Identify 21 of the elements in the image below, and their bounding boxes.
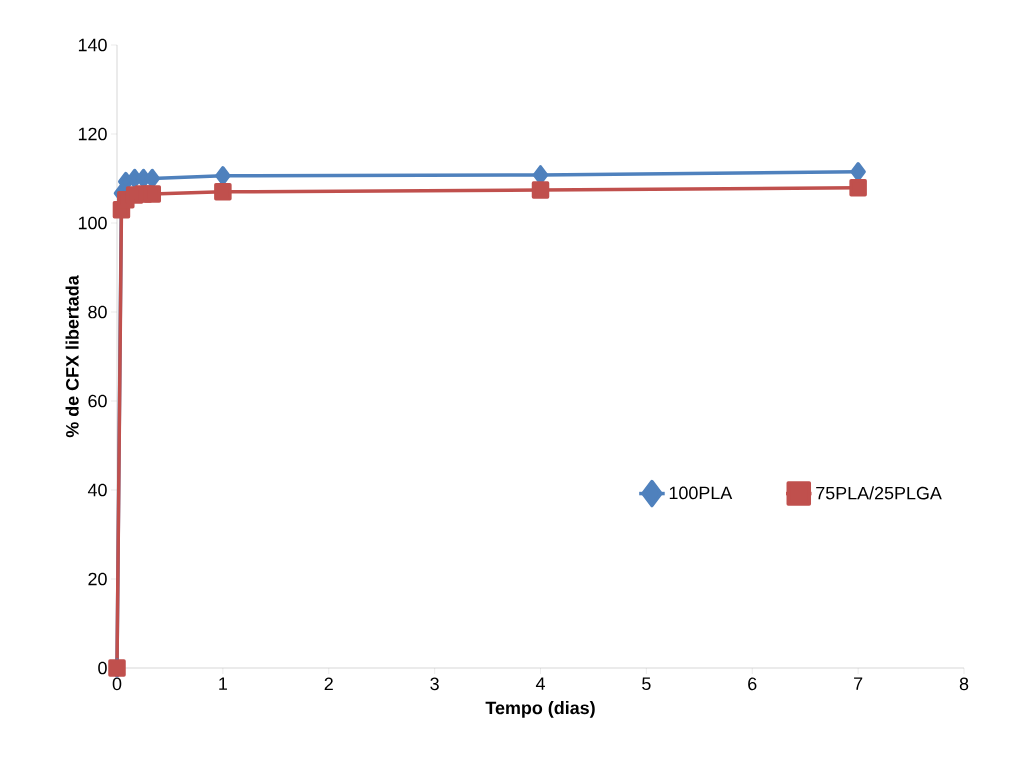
x-tick-label: 2: [324, 677, 333, 691]
x-tick-label: 0: [112, 677, 122, 691]
y-tick-label: 20: [88, 572, 107, 586]
x-tick-label: 4: [535, 677, 545, 690]
x-tick-label: 5: [642, 677, 651, 691]
y-tick-label: 120: [78, 127, 107, 141]
legend-label: 100PLA: [669, 486, 733, 500]
y-axis-title: % de CFX libertada: [65, 275, 79, 438]
x-tick-label: 3: [430, 677, 439, 691]
y-tick-label: 40: [87, 483, 107, 497]
x-tick-label: 1: [219, 677, 227, 690]
legend-label: 75PLA/25PLGA: [816, 486, 942, 500]
x-tick-label: 7: [854, 677, 863, 690]
y-tick-label: 0: [98, 661, 107, 675]
x-tick-label: 6: [748, 677, 757, 691]
x-tick-label: 8: [959, 677, 969, 691]
x-axis-title: Tempo (dias): [485, 701, 595, 718]
y-tick-label: 140: [78, 38, 107, 52]
y-tick-label: 100: [78, 216, 107, 230]
y-tick-label: 60: [88, 394, 107, 408]
y-tick-label: 80: [88, 305, 107, 319]
